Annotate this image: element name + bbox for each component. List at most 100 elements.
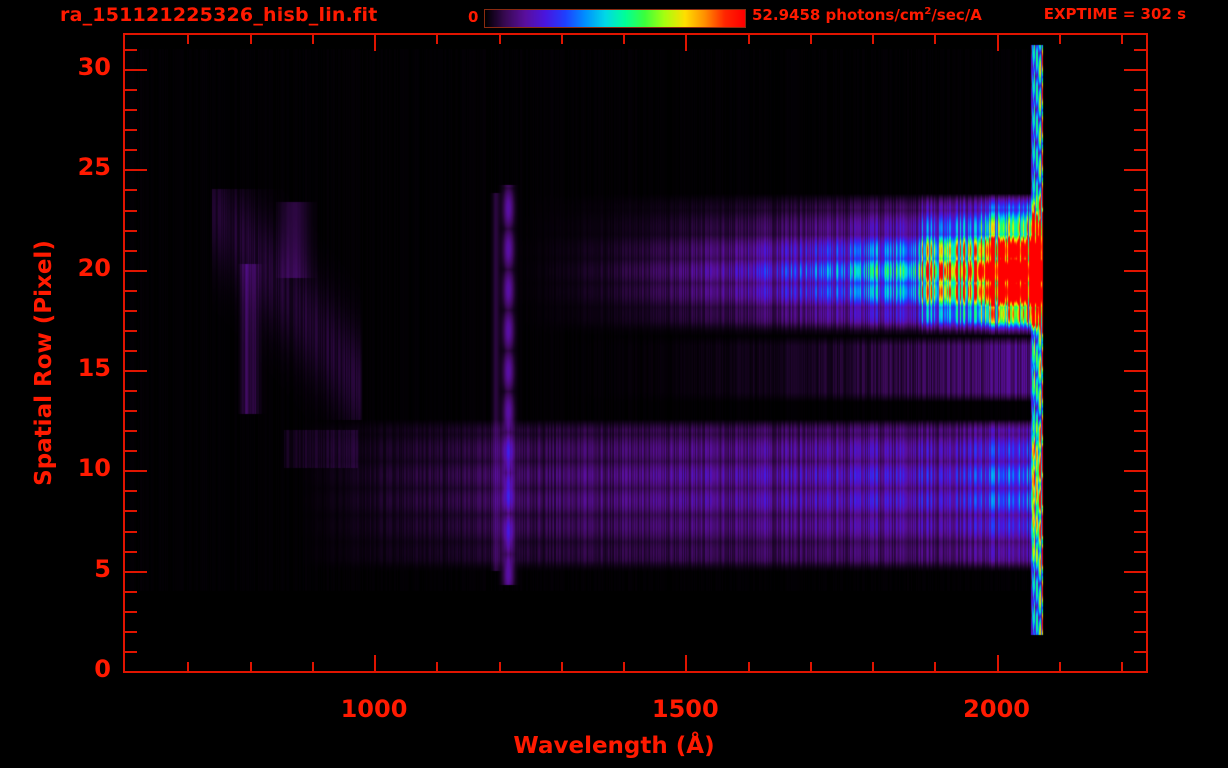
colorbar-min-label: 0 [468, 8, 479, 26]
x-tick-label: 1500 [651, 695, 719, 723]
tick-mark [125, 390, 137, 392]
colorbar-max-value: 52.9458 photons/cm [752, 6, 925, 24]
tick-mark [1134, 551, 1146, 553]
y-tick-label: 10 [77, 454, 111, 483]
tick-mark [125, 370, 147, 372]
tick-mark [125, 651, 137, 653]
tick-mark [1134, 450, 1146, 452]
tick-mark [1134, 651, 1146, 653]
tick-mark [125, 410, 137, 412]
y-tick-label: 25 [77, 153, 111, 182]
tick-mark [436, 35, 438, 44]
tick-mark [312, 662, 314, 671]
tick-mark [125, 189, 137, 191]
colorbar [484, 9, 746, 28]
tick-mark [1121, 35, 1123, 44]
tick-mark [125, 250, 137, 252]
tick-mark [1134, 149, 1146, 151]
tick-mark [374, 655, 376, 671]
tick-mark [187, 35, 189, 44]
tick-mark [1124, 671, 1146, 673]
tick-mark [125, 430, 137, 432]
colorbar-gradient [485, 10, 745, 27]
tick-mark [125, 210, 137, 212]
tick-mark [1134, 330, 1146, 332]
exptime-label: EXPTIME = 302 s [1043, 5, 1186, 23]
tick-mark [685, 35, 687, 51]
colorbar-max-label: 52.9458 photons/cm2/sec/A [752, 6, 982, 24]
colorbar-max-suffix: /sec/A [931, 6, 982, 24]
tick-mark [1134, 210, 1146, 212]
tick-mark [872, 662, 874, 671]
tick-mark [1134, 89, 1146, 91]
tick-mark [810, 35, 812, 44]
tick-mark [125, 49, 137, 51]
tick-mark [685, 655, 687, 671]
tick-mark [499, 35, 501, 44]
tick-mark [1134, 250, 1146, 252]
tick-mark [1134, 591, 1146, 593]
tick-mark [125, 310, 137, 312]
tick-mark [1134, 410, 1146, 412]
tick-mark [125, 490, 137, 492]
tick-mark [1134, 430, 1146, 432]
tick-mark [187, 662, 189, 671]
y-tick-label: 15 [77, 354, 111, 383]
tick-mark [125, 551, 137, 553]
tick-mark [125, 270, 147, 272]
tick-mark [1134, 490, 1146, 492]
y-tick-label: 20 [77, 253, 111, 282]
tick-mark [250, 35, 252, 44]
tick-mark [1134, 390, 1146, 392]
tick-mark [1124, 370, 1146, 372]
tick-mark [125, 169, 147, 171]
tick-mark [125, 350, 137, 352]
tick-mark [125, 69, 147, 71]
tick-mark [1121, 662, 1123, 671]
tick-mark [1124, 470, 1146, 472]
tick-mark [1134, 611, 1146, 613]
tick-mark [1134, 230, 1146, 232]
x-tick-label: 2000 [963, 695, 1030, 723]
x-tick-label: 1000 [340, 695, 408, 723]
tick-mark [997, 35, 999, 51]
tick-mark [499, 662, 501, 671]
tick-mark [1134, 189, 1146, 191]
tick-mark [125, 591, 137, 593]
colorbar-max-exponent: 2 [924, 6, 932, 17]
tick-mark [1134, 350, 1146, 352]
tick-mark [125, 89, 137, 91]
y-tick-label: 0 [94, 655, 111, 683]
tick-mark [125, 631, 137, 633]
tick-mark [810, 662, 812, 671]
tick-mark [1059, 35, 1061, 44]
tick-mark [1134, 49, 1146, 51]
tick-mark [125, 330, 137, 332]
tick-mark [1124, 270, 1146, 272]
tick-mark [1134, 129, 1146, 131]
tick-mark [125, 531, 137, 533]
tick-mark [1134, 310, 1146, 312]
tick-mark [1134, 510, 1146, 512]
tick-mark [374, 35, 376, 51]
tick-mark [997, 655, 999, 671]
tick-mark [125, 129, 137, 131]
tick-mark [872, 35, 874, 44]
tick-mark [748, 662, 750, 671]
tick-mark [125, 230, 137, 232]
tick-mark [1134, 631, 1146, 633]
tick-mark [125, 671, 147, 673]
y-axis-title: Spatial Row (Pixel) [31, 240, 57, 486]
tick-mark [125, 109, 137, 111]
tick-mark [561, 662, 563, 671]
tick-mark [934, 35, 936, 44]
tick-mark [1134, 290, 1146, 292]
tick-mark [125, 290, 137, 292]
tick-mark [125, 571, 147, 573]
tick-mark [312, 35, 314, 44]
tick-mark [1059, 662, 1061, 671]
tick-mark [436, 662, 438, 671]
tick-mark [623, 35, 625, 44]
tick-mark [561, 35, 563, 44]
